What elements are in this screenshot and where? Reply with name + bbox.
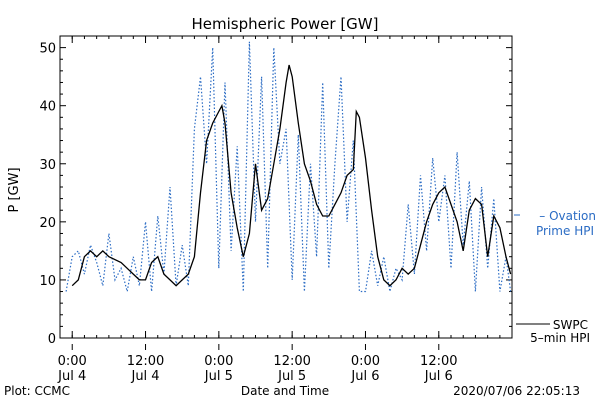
series-line-ovation-prime [65, 41, 512, 293]
x-tick-date-label: Jul 4 [57, 369, 86, 384]
x-tick-date-label: Jul 4 [130, 369, 159, 384]
footer-plot-credit: Plot: CCMC [4, 384, 70, 398]
x-tick-time-label: 0:00 [204, 354, 233, 369]
legend-swpc-label-line1: SWPC [553, 318, 588, 332]
series-line-swpc [71, 64, 512, 287]
y-axis-label: P [GW] [7, 167, 22, 212]
x-tick-time-label: 0:00 [58, 354, 87, 369]
y-tick-label: 30 [39, 158, 56, 173]
x-tick-time-label: 12:00 [127, 354, 164, 369]
legend-swpc-label-line2: 5–min HPI [530, 331, 590, 345]
x-tick-date-label: Jul 5 [204, 369, 233, 384]
x-tick-date-label: Jul 6 [424, 369, 453, 384]
chart-title: Hemispheric Power [GW] [192, 15, 379, 33]
legend-ovation-label-line2: Prime HPI [536, 224, 594, 238]
x-tick-time-label: 0:00 [351, 354, 380, 369]
y-tick-label: 10 [39, 274, 56, 289]
footer-timestamp: 2020/07/06 22:05:13 [453, 384, 580, 398]
y-tick-label: 20 [39, 216, 56, 231]
y-tick-label: 0 [48, 332, 56, 347]
x-tick-date-label: Jul 6 [350, 369, 379, 384]
legend-ovation-label-line1: – Ovation [539, 209, 596, 223]
x-tick-date-label: Jul 5 [277, 369, 306, 384]
y-tick-label: 40 [39, 100, 56, 115]
x-tick-time-label: 12:00 [420, 354, 457, 369]
x-tick-time-label: 12:00 [273, 354, 310, 369]
x-axis-label: Date and Time [241, 384, 329, 398]
y-tick-label: 50 [39, 42, 56, 57]
